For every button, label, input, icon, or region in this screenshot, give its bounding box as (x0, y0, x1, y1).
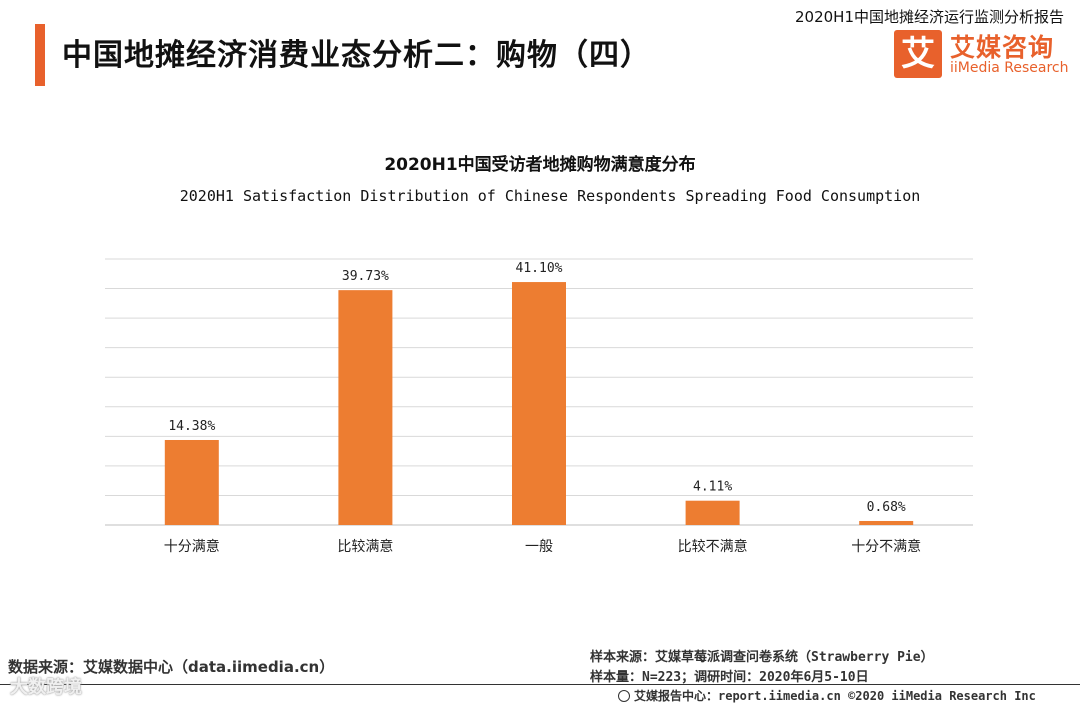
logo-cn-text: 艾媒咨询 (950, 33, 1055, 62)
logo-mark-icon: 艾 (894, 30, 942, 78)
data-label: 4.11% (693, 480, 732, 495)
bar-chart: 14.38% 十分满意 39.73% 比较满意 41.10% 一般 4.11% 比较不满意 0.… (105, 258, 973, 555)
x-tick-label: 比较满意 (337, 538, 393, 555)
page-title: 中国地摊经济消费业态分析二：购物（四） (62, 38, 651, 73)
data-label: 0.68% (867, 500, 906, 515)
x-tick-label: 十分不满意 (851, 538, 921, 555)
bar (338, 290, 393, 525)
x-tick-label: 十分满意 (164, 538, 220, 555)
sample-source: 样本来源：艾媒草莓派调查问卷系统（Strawberry Pie） (590, 650, 934, 665)
chart-subtitle: 2020H1 Satisfaction Distribution of Chin… (179, 187, 921, 205)
data-label: 14.38% (168, 419, 215, 434)
globe-icon (618, 690, 630, 702)
x-tick-label: 比较不满意 (678, 538, 748, 555)
data-source: 数据来源：艾媒数据中心（data.iimedia.cn） (8, 658, 335, 676)
title-accent-bar (35, 24, 45, 86)
report-name: 2020H1中国地摊经济运行监测分析报告 (795, 8, 1064, 26)
data-label: 39.73% (342, 269, 389, 284)
logo-en-text: iiMedia Research (950, 60, 1069, 76)
bar (164, 439, 219, 525)
iimedia-logo: 艾 艾媒咨询 iiMedia Research (894, 30, 1069, 80)
data-label: 41.10% (516, 261, 563, 276)
footer-site: 艾媒报告中心：report.iimedia.cn ©2020 iiMedia R… (618, 687, 1036, 704)
sample-size: 样本量：N=223；调研时间：2020年6月5-10日 (590, 670, 869, 685)
chart-title: 2020H1中国受访者地摊购物满意度分布 (384, 155, 696, 175)
bar (859, 520, 914, 525)
bar (512, 282, 566, 525)
bar (685, 500, 740, 525)
footer-site-text: 艾媒报告中心：report.iimedia.cn ©2020 iiMedia R… (634, 689, 1036, 703)
footer-divider (0, 684, 1080, 685)
watermark: 大数跨境 (10, 677, 82, 698)
x-tick-label: 一般 (525, 539, 553, 555)
